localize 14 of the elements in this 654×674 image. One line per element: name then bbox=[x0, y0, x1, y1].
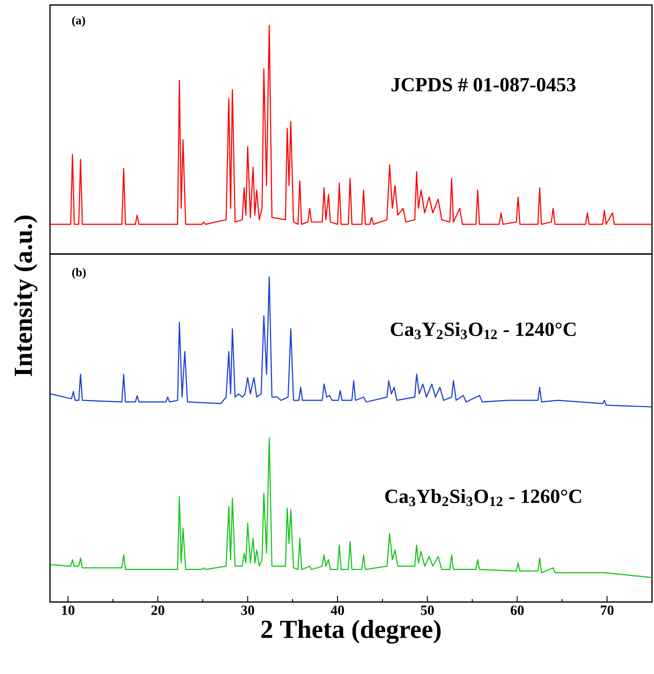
y-axis-title: Intensity (a.u.) bbox=[14, 216, 38, 376]
x-axis-title: 2 Theta (degree) bbox=[261, 620, 441, 644]
x-tick-label: 10 bbox=[62, 606, 74, 615]
chart-title: (b) bbox=[72, 268, 86, 279]
text: Ca$_{3}$Yb$_{2}$Si$_{3}$O$_{12}$ - 1260°C bbox=[385, 489, 582, 506]
x-tick-label: 40 bbox=[330, 606, 344, 615]
x-tick-label: 50 bbox=[420, 606, 434, 615]
text: JCPDS # 01-087-0453 bbox=[392, 78, 576, 92]
x-tick-label: 60 bbox=[510, 606, 524, 615]
x-tick-label: 20 bbox=[151, 606, 164, 615]
chart-title: (a) bbox=[72, 16, 86, 27]
x-tick-label: 30 bbox=[241, 606, 254, 615]
x-tick-label: 70 bbox=[600, 606, 614, 615]
text: Ca$_{3}$Y$_{2}$Si$_{3}$O$_{12}$ - 1240°C bbox=[390, 322, 576, 340]
